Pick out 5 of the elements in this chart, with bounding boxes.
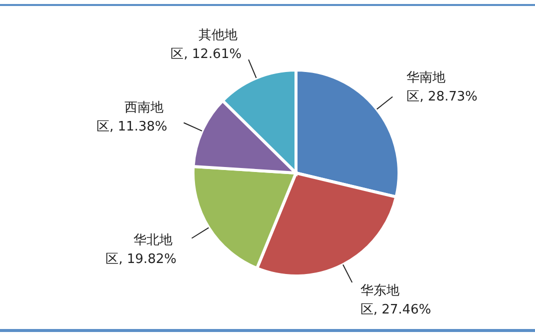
slice-label: 华北地区, 19.82% <box>106 232 176 267</box>
slice-label: 其他地区, 12.61% <box>170 28 242 62</box>
slice-label: 华南地区, 28.73% <box>406 70 478 105</box>
slice-label: 华东地区, 27.46% <box>360 283 432 318</box>
slice-label: 西南地区, 11.38% <box>96 100 168 134</box>
